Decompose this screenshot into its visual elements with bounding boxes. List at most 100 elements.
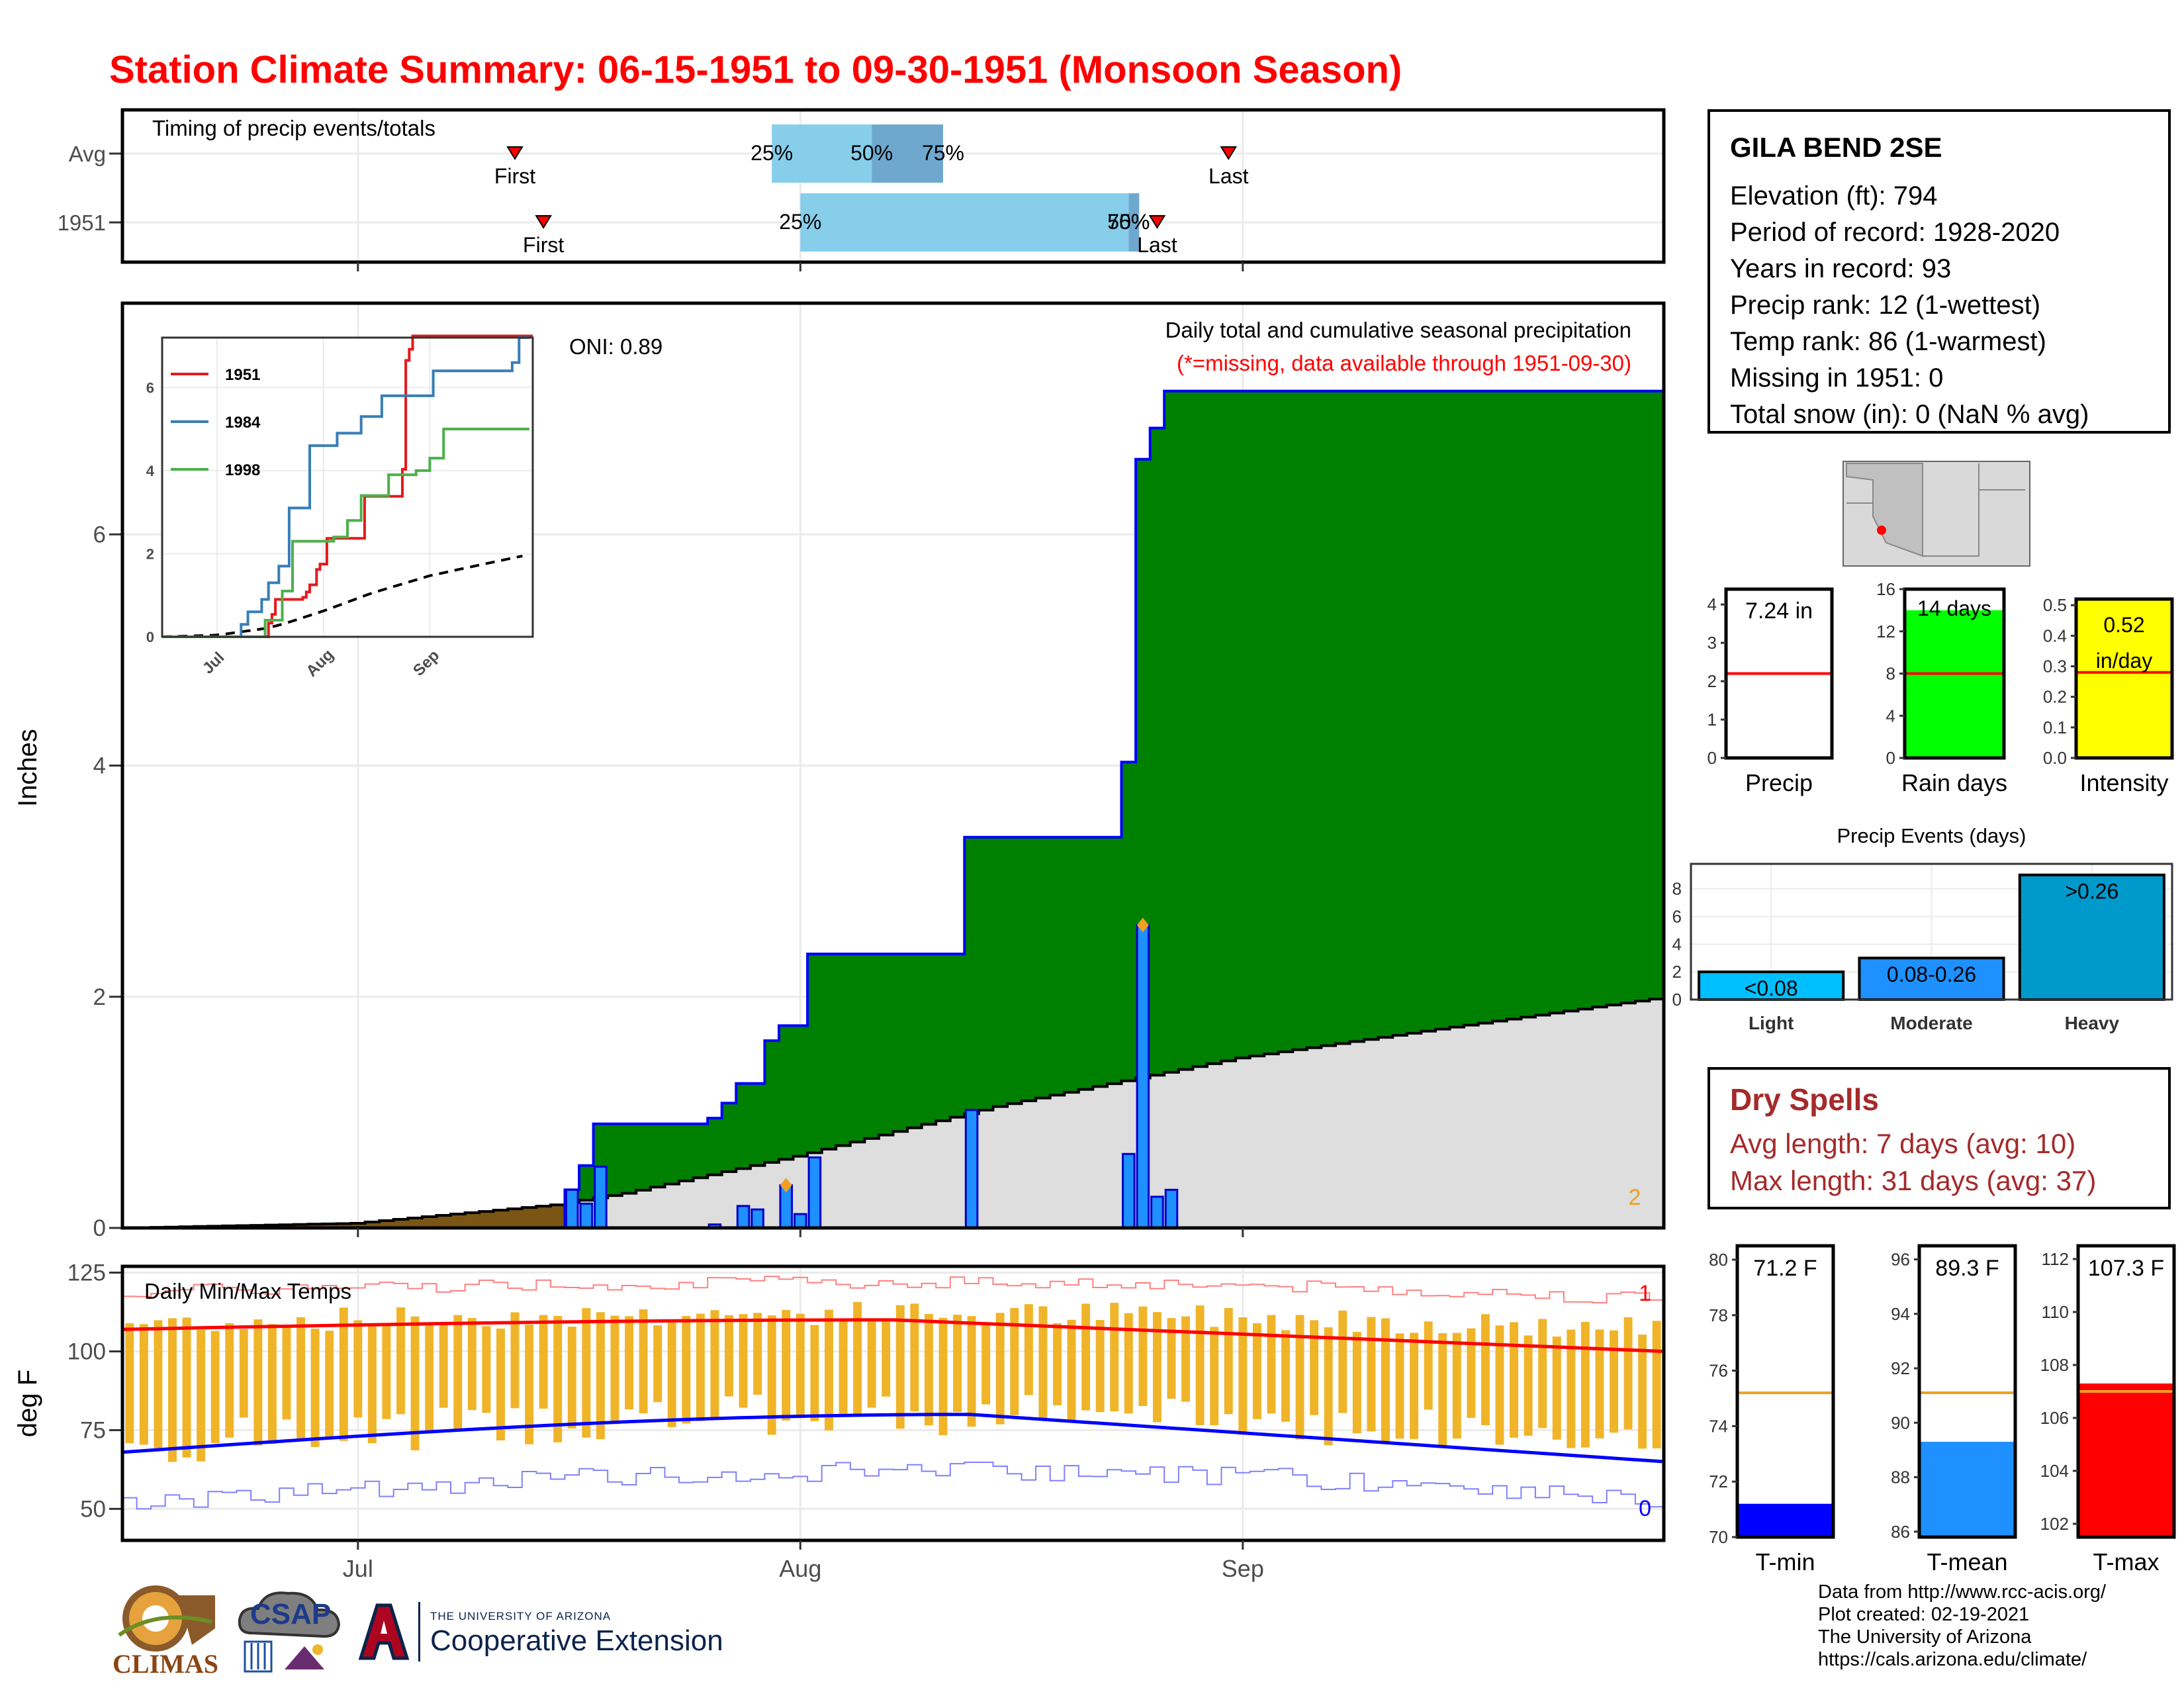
tmin_gauge-y-tick-label: 74 xyxy=(1709,1416,1728,1436)
daily-temp-range-bar xyxy=(1381,1318,1390,1442)
timing-p75-label: 75% xyxy=(922,141,964,165)
dry-spells-avg: Avg length: 7 days (avg: 10) xyxy=(1730,1128,2076,1159)
daily-temp-range-bar xyxy=(1467,1328,1476,1418)
intensity_gauge-y-tick-label: 0.3 xyxy=(2043,657,2067,677)
daily-temp-range-bar xyxy=(696,1313,705,1421)
daily-temp-range-bar xyxy=(1167,1318,1176,1399)
daily-temp-range-bar xyxy=(1595,1329,1604,1438)
tmax_gauge-x-label: T-max xyxy=(2093,1548,2159,1575)
daily-temp-range-bar xyxy=(767,1315,776,1435)
station-snow: Total snow (in): 0 (NaN % avg) xyxy=(1730,400,2089,429)
timing-bar-50-75 xyxy=(1128,193,1140,252)
daily-temp-range-bar xyxy=(1524,1335,1533,1436)
daily-temp-range-bar xyxy=(739,1314,748,1408)
intensity_gauge-y-tick-label: 0.4 xyxy=(2043,626,2067,645)
timing-bar-25-50 xyxy=(800,193,1129,252)
daily-temp-range-bar xyxy=(1552,1336,1561,1440)
tmin_gauge-value-bar xyxy=(1737,1503,1833,1537)
timing-last-marker xyxy=(1220,146,1238,160)
tmax_gauge-y-tick-label: 110 xyxy=(2042,1302,2069,1322)
ua-small-text: THE UNIVERSITY OF ARIZONA xyxy=(430,1610,612,1622)
events-y-tick-label: 2 xyxy=(1672,962,1682,982)
daily-precip-bar xyxy=(1136,923,1150,1229)
timing-bar-50-75 xyxy=(872,124,943,183)
tmax_gauge-y-tick-label: 102 xyxy=(2040,1514,2069,1534)
tmean_gauge-y-tick-label: 92 xyxy=(1891,1358,1910,1378)
events-bar-label: >0.26 xyxy=(2065,880,2118,904)
daily-temp-range-bar xyxy=(239,1329,248,1418)
daily-temp-range-bar xyxy=(725,1315,733,1397)
events-y-tick-label: 0 xyxy=(1672,990,1682,1009)
daily-precip-bar xyxy=(751,1208,764,1229)
dry-spells-heading: Dry Spells xyxy=(1730,1082,1879,1117)
timing-first-marker xyxy=(535,215,552,229)
intensity_gauge-value-bar xyxy=(2076,599,2172,758)
daily-temp-range-bar xyxy=(824,1309,833,1430)
daily-precip-bar xyxy=(565,1188,579,1229)
locator-map-arizona xyxy=(1846,463,1923,557)
raindays_gauge-y-tick-label: 4 xyxy=(1886,706,1895,726)
daily-temp-range-bar xyxy=(953,1315,962,1413)
raindays_gauge-x-label: Rain days xyxy=(1901,769,2007,796)
daily-temp-range-bar xyxy=(1567,1329,1576,1448)
inset-bg xyxy=(162,338,533,637)
dry-spells-max: Max length: 31 days (avg: 37) xyxy=(1730,1165,2097,1196)
credit-url: https://cals.arizona.edu/climate/ xyxy=(1818,1649,2087,1670)
flagged-day-marker xyxy=(780,1178,792,1193)
daily-temp-range-bar xyxy=(1124,1313,1133,1414)
raindays_gauge-y-tick-label: 8 xyxy=(1886,664,1895,684)
temp-y-tick-label: 125 xyxy=(68,1260,106,1286)
timing-first-label: First xyxy=(523,233,564,257)
daily-temp-range-bar xyxy=(853,1301,862,1415)
daily-temp-range-bar xyxy=(310,1329,320,1447)
daily-temp-range-bar xyxy=(182,1317,191,1458)
temp-y-axis-label: deg F xyxy=(13,1370,42,1437)
tmean_gauge-x-label: T-mean xyxy=(1927,1548,2007,1575)
daily-temp-range-bar xyxy=(1152,1312,1161,1423)
events-title: Precip Events (days) xyxy=(1837,824,2026,847)
tmax_gauge-y-tick-label: 108 xyxy=(2040,1355,2069,1375)
daily-temp-range-bar xyxy=(839,1321,848,1414)
tmax_gauge-value-bar xyxy=(2078,1383,2174,1537)
tmean_gauge-y-tick-label: 94 xyxy=(1891,1304,1910,1324)
precip_gauge-y-tick-label: 3 xyxy=(1707,633,1717,653)
station-info-panel: GILA BEND 2SE Elevation (ft): 794 Period… xyxy=(1707,109,2171,434)
locator-map-station-dot xyxy=(1877,526,1886,535)
daily-temp-range-bar xyxy=(1395,1333,1404,1439)
events-x-tick-label: Heavy xyxy=(2065,1013,2120,1033)
events-border xyxy=(1690,863,2173,1001)
daily-temp-range-bar xyxy=(796,1313,805,1419)
intensity_gauge-y-tick-label: 0.2 xyxy=(2043,687,2067,707)
oni-label: ONI: 0.89 xyxy=(569,334,662,359)
inset-y-tick-label: 6 xyxy=(146,379,154,396)
climas-wordmark: CLIMAS xyxy=(113,1649,219,1679)
timing-p50-label: 50% xyxy=(1107,210,1150,234)
tmax_gauge-border xyxy=(2076,1244,2176,1539)
precip_gauge-y-tick-label: 1 xyxy=(1707,710,1717,729)
daily-precip-bar xyxy=(1150,1196,1164,1229)
average-cumulative-line xyxy=(122,998,1664,1229)
precip_gauge-x-label: Precip xyxy=(1745,769,1813,796)
temp-panel-title: Daily Min/Max Temps xyxy=(144,1279,351,1303)
daily-temp-range-bar xyxy=(1495,1325,1504,1445)
daily-temp-range-bar xyxy=(1252,1323,1261,1419)
events-y-tick-label: 4 xyxy=(1672,934,1682,954)
average-tmin-line xyxy=(122,1413,1664,1464)
daily-temp-range-bar xyxy=(353,1320,363,1418)
daily-temp-range-bar xyxy=(1538,1319,1547,1429)
daily-temp-range-bar xyxy=(1238,1317,1248,1435)
daily-temp-range-bar xyxy=(1024,1304,1033,1395)
tmin_gauge-y-tick-label: 70 xyxy=(1709,1527,1728,1547)
flagged-day-marker xyxy=(1136,917,1149,933)
daily-precip-bar xyxy=(579,1202,594,1229)
daily-temp-range-bar xyxy=(1310,1320,1319,1415)
inset-y-tick-label: 0 xyxy=(146,629,154,645)
daily-temp-range-bar xyxy=(1580,1321,1590,1448)
raindays_gauge-y-tick-label: 12 xyxy=(1876,622,1895,641)
precip_gauge-border xyxy=(1724,587,1834,760)
intensity_gauge-y-tick-label: 0.5 xyxy=(2043,595,2067,615)
intensity_gauge-border xyxy=(2074,597,2174,760)
temp-corner-bottom: 0 xyxy=(1639,1496,1651,1521)
daily-temp-range-bar xyxy=(1224,1307,1233,1415)
daily-temp-range-bar xyxy=(1324,1327,1333,1446)
